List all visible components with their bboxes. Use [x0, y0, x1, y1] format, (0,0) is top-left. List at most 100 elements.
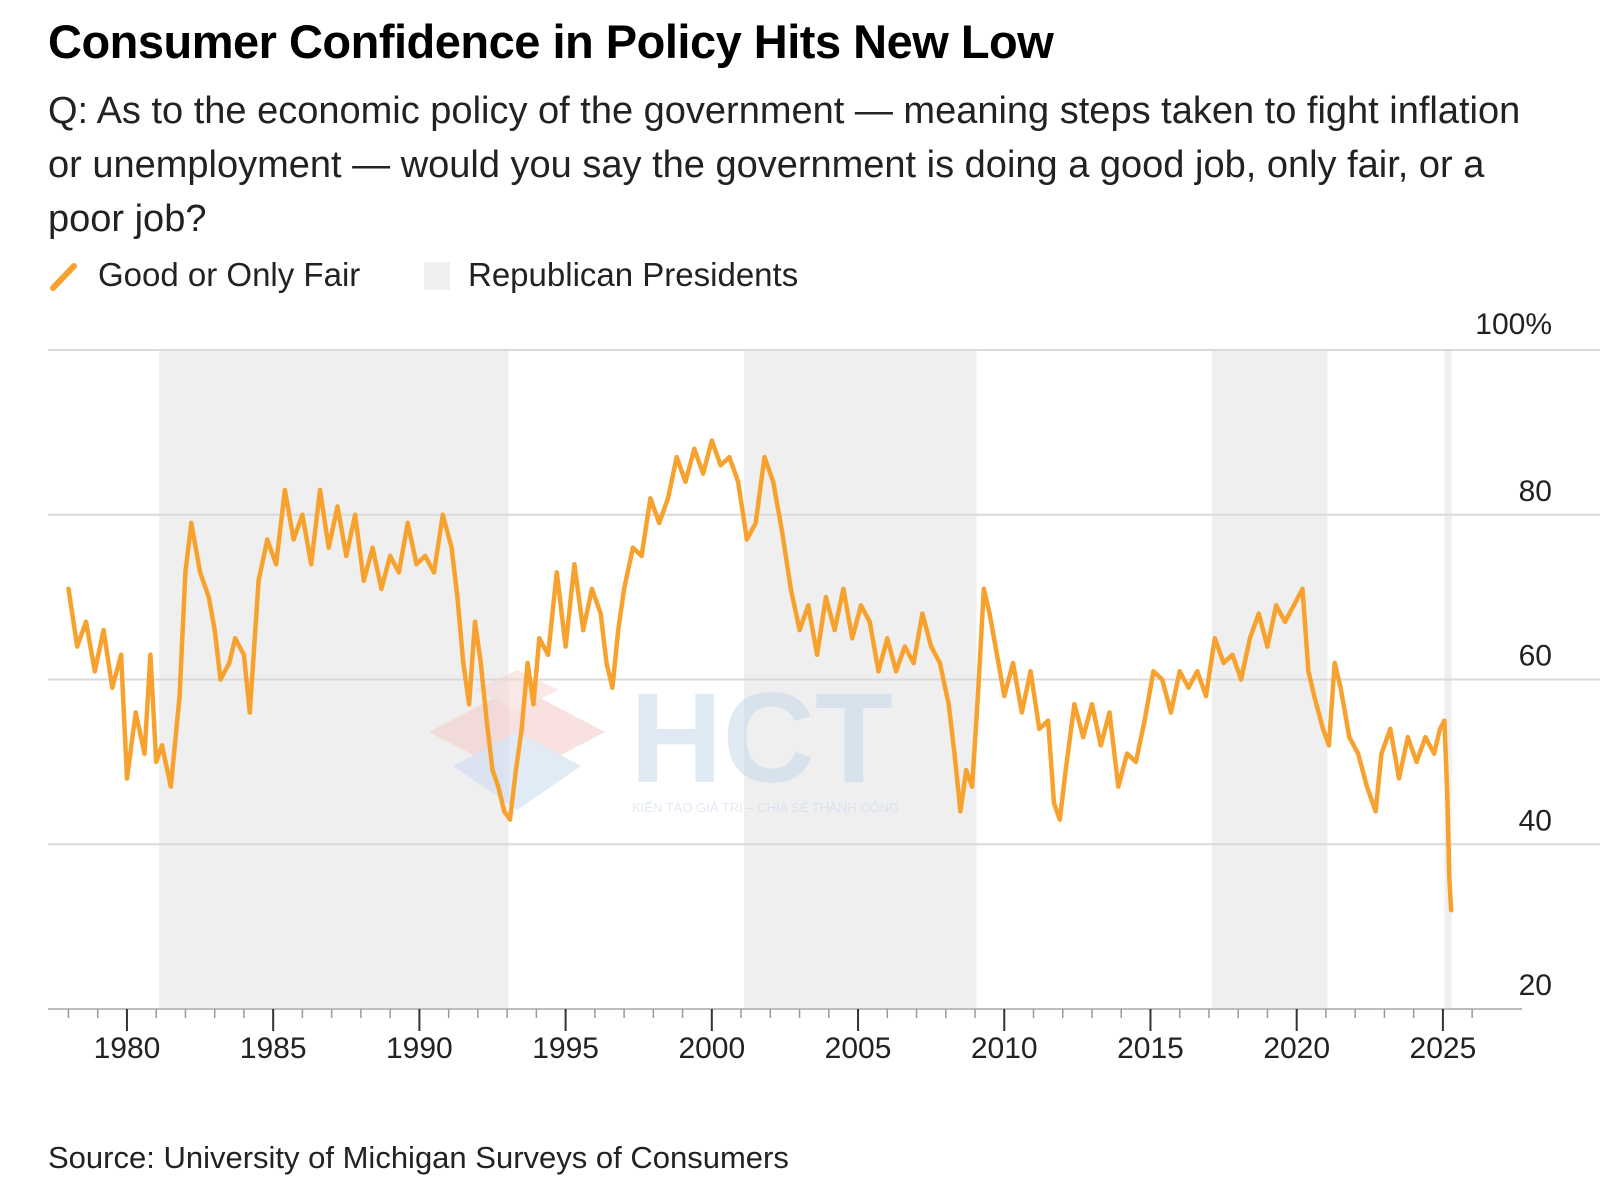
x-tick-label: 1995	[532, 1032, 599, 1065]
data-point	[545, 652, 551, 657]
data-point	[1448, 907, 1454, 913]
data-point	[987, 611, 992, 616]
data-point	[1388, 726, 1393, 732]
data-point	[610, 685, 615, 690]
data-point	[335, 504, 340, 509]
data-point	[1247, 636, 1253, 641]
data-point	[920, 611, 925, 616]
data-point	[753, 520, 758, 526]
data-point	[537, 636, 542, 641]
data-point	[849, 636, 855, 641]
data-point	[124, 776, 130, 781]
data-point	[361, 578, 367, 583]
data-point	[1431, 751, 1437, 756]
watermark-logo: HCT KIẾN TẠO GIÁ TRỊ – CHIA SẺ THÀNH CÔN…	[429, 667, 899, 815]
data-point	[718, 463, 723, 468]
data-point	[142, 751, 147, 756]
data-point	[247, 710, 252, 715]
data-point	[189, 520, 194, 526]
data-point	[423, 553, 428, 559]
data-point	[484, 718, 489, 723]
watermark-logo-text: HCT	[630, 667, 893, 810]
data-point	[1221, 660, 1226, 666]
source-note: Source: University of Michigan Surveys o…	[48, 1140, 789, 1175]
data-point	[1291, 603, 1296, 608]
chart-subtitle: Q: As to the economic policy of the gove…	[48, 90, 1521, 240]
data-point	[466, 702, 472, 707]
data-point	[256, 578, 261, 583]
data-point	[1107, 710, 1112, 715]
data-point	[66, 586, 71, 592]
data-point	[1238, 677, 1244, 682]
data-point	[1212, 636, 1218, 641]
data-point	[639, 553, 644, 559]
data-point	[1274, 603, 1279, 608]
data-point	[1089, 702, 1095, 707]
data-point	[1045, 718, 1051, 723]
data-point	[1037, 726, 1042, 732]
data-point	[735, 479, 741, 484]
data-point	[1282, 619, 1288, 625]
y-tick-label: 40	[1519, 804, 1552, 837]
data-point	[788, 586, 793, 592]
data-point	[1203, 693, 1209, 699]
data-point	[902, 644, 908, 649]
series-layer	[66, 438, 1454, 913]
data-point	[1405, 734, 1411, 740]
data-point	[797, 627, 802, 633]
data-point	[1230, 652, 1235, 657]
data-point	[1116, 784, 1121, 789]
data-point	[563, 644, 568, 649]
data-point	[1423, 734, 1428, 740]
data-point	[665, 496, 671, 501]
data-point	[440, 512, 445, 517]
data-point	[598, 611, 603, 616]
data-point	[1195, 669, 1200, 674]
data-point	[455, 594, 460, 600]
data-point	[501, 809, 507, 814]
data-point	[580, 627, 586, 633]
data-point	[1051, 800, 1057, 806]
legend-label-band: Republican Presidents	[468, 256, 799, 293]
data-point	[630, 545, 636, 550]
data-point	[118, 652, 124, 657]
data-point	[683, 479, 688, 484]
x-axis: 1980 1985 1990 1995 2000 2005 2010 2015 2020 2025	[48, 1008, 1522, 1065]
data-point	[227, 660, 232, 666]
line-swatch-icon	[50, 263, 77, 291]
data-point	[212, 627, 217, 633]
chart-title: Consumer Confidence in Policy Hits New L…	[48, 15, 1054, 68]
data-point	[1447, 875, 1452, 880]
x-tick-label: 2020	[1263, 1032, 1330, 1065]
data-point	[531, 702, 536, 707]
data-point	[525, 660, 530, 666]
data-point	[1133, 759, 1139, 765]
x-tick-label: 1990	[386, 1032, 453, 1065]
data-point	[478, 660, 484, 666]
data-point	[893, 669, 899, 674]
data-point	[206, 594, 212, 600]
gridlines	[48, 349, 1600, 846]
data-point	[513, 767, 519, 773]
data-point	[154, 759, 159, 765]
data-point	[885, 636, 890, 641]
data-point	[779, 529, 785, 534]
data-point	[762, 454, 767, 460]
data-point	[1010, 660, 1016, 666]
data-point	[317, 487, 323, 493]
data-point	[110, 685, 115, 690]
data-point	[282, 487, 288, 493]
data-point	[1151, 669, 1156, 674]
data-point	[387, 553, 393, 559]
data-point	[496, 784, 501, 789]
data-point	[1355, 751, 1361, 756]
data-point	[519, 726, 524, 732]
data-point	[621, 586, 627, 592]
data-point	[1414, 759, 1419, 765]
data-point	[431, 570, 437, 575]
data-point	[148, 652, 153, 657]
data-point	[952, 751, 957, 756]
data-point	[814, 652, 820, 657]
x-tick-label: 1985	[240, 1032, 307, 1065]
data-point	[308, 561, 314, 567]
